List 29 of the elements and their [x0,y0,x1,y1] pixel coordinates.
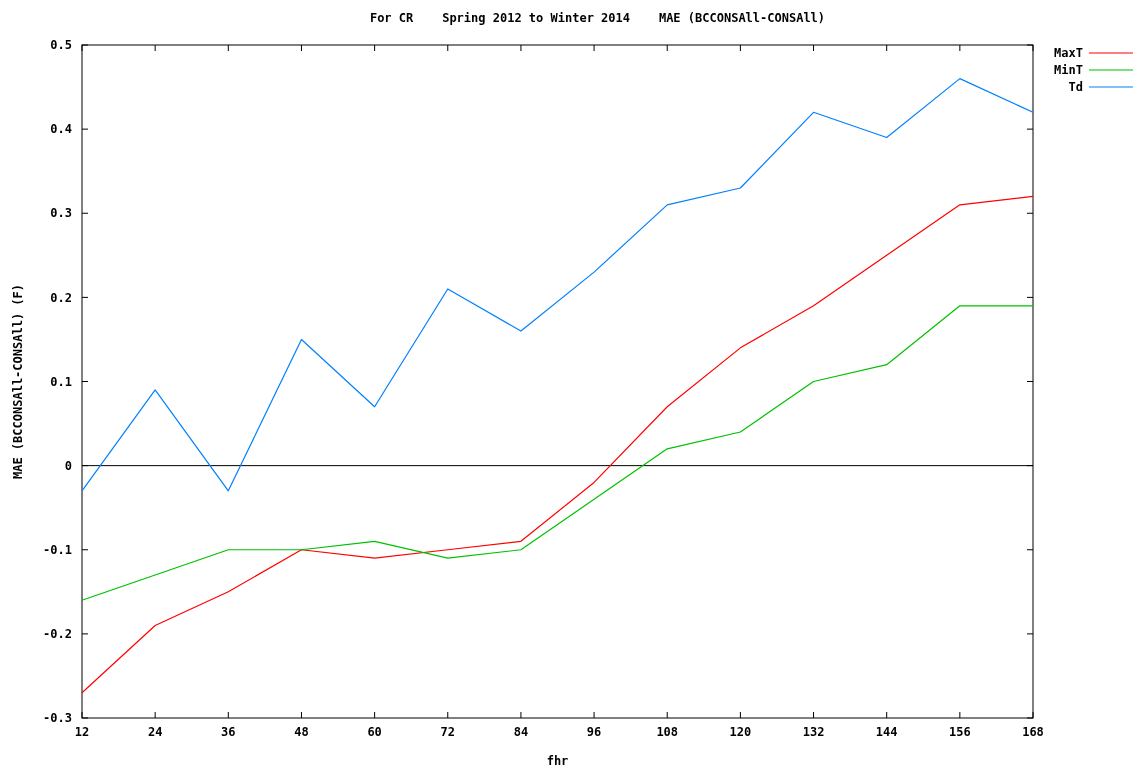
y-tick-label: 0.3 [50,206,72,221]
y-tick-label: -0.1 [43,542,72,557]
legend-label: MinT [1054,63,1083,78]
x-tick-label: 36 [221,725,236,739]
y-tick-label: 0.5 [50,38,72,53]
legend-label: Td [1068,80,1083,95]
x-tick-label: 108 [656,725,679,739]
x-tick-label: 72 [440,725,455,739]
x-axis-title: fhr [546,754,569,768]
x-tick-label: 120 [729,725,752,739]
x-tick-label: 96 [586,725,602,739]
x-tick-label: 144 [875,725,898,739]
legend-label: MaxT [1054,46,1083,61]
x-tick-label: 84 [513,725,529,739]
x-tick-label: 60 [367,725,382,739]
chart-title: For CR Spring 2012 to Winter 2014 MAE (BCCONSAll-CONSAll) [369,11,826,25]
x-tick-label: 168 [1022,725,1044,739]
x-tick-label: 132 [802,725,825,739]
x-tick-label: 12 [74,725,90,739]
x-tick-label: 48 [294,725,309,739]
x-tick-label: 156 [949,725,971,739]
y-axis-title: MAE (BCCONSAll-CONSAll) (F) [11,283,25,480]
y-tick-label: 0.1 [50,374,72,389]
y-tick-label: 0.4 [50,122,72,137]
y-tick-label: -0.3 [43,711,72,726]
x-tick-label: 24 [147,725,163,739]
y-tick-label: -0.2 [43,627,72,642]
y-tick-label: 0.2 [50,290,72,305]
y-tick-label: 0 [64,458,72,473]
